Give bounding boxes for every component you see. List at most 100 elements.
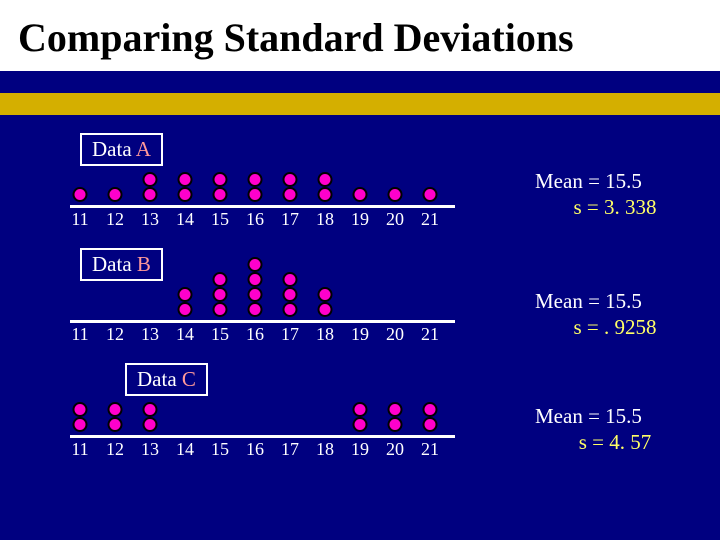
tick-label: 17 [281,209,299,230]
data-dot [178,287,193,302]
data-dot [73,402,88,417]
data-dot [248,257,263,272]
dataset-label-prefix: Data [92,252,137,276]
mean-text: Mean = 15.5 [535,168,695,194]
dataset-label-letter: C [182,367,196,391]
data-dot [283,172,298,187]
data-dot [213,302,228,317]
data-dot [73,187,88,202]
tick-label: 15 [211,439,229,460]
data-dot [318,172,333,187]
tick-label: 18 [316,209,334,230]
data-dot [353,187,368,202]
data-dot [248,187,263,202]
data-dot [353,417,368,432]
tick-label: 20 [386,324,404,345]
tick-label: 17 [281,324,299,345]
sd-text: s = 3. 338 [535,194,695,220]
data-dot [108,402,123,417]
data-dot [248,172,263,187]
data-dot [213,287,228,302]
tick-label: 11 [71,324,88,345]
tick-label: 11 [71,439,88,460]
data-dot [248,287,263,302]
tick-label: 19 [351,439,369,460]
tick-label: 20 [386,439,404,460]
data-dot [73,417,88,432]
tick-label: 16 [246,324,264,345]
data-dot [283,302,298,317]
tick-label: 12 [106,209,124,230]
number-line [70,205,455,208]
data-dot [178,302,193,317]
data-dot [108,187,123,202]
data-dot [143,417,158,432]
data-dot [388,187,403,202]
mean-text: Mean = 15.5 [535,288,695,314]
tick-label: 21 [421,324,439,345]
tick-label: 13 [141,439,159,460]
tick-label: 14 [176,324,194,345]
data-dot [283,187,298,202]
dataset-row: Data A1112131415161718192021Mean = 15.5s… [70,133,690,248]
dataset-label-prefix: Data [137,367,182,391]
tick-label: 16 [246,439,264,460]
tick-label: 19 [351,324,369,345]
mean-text: Mean = 15.5 [535,403,695,429]
tick-label: 11 [71,209,88,230]
tick-label: 14 [176,209,194,230]
dataset-label-letter: A [136,137,151,161]
tick-label: 13 [141,209,159,230]
data-dot [143,172,158,187]
tick-label: 12 [106,324,124,345]
tick-label: 17 [281,439,299,460]
gold-divider [0,93,720,115]
sd-text: s = . 9258 [535,314,695,340]
data-dot [248,302,263,317]
data-dot [283,272,298,287]
dataset-label: Data C [125,363,208,396]
data-dot [213,272,228,287]
data-dot [283,287,298,302]
page-title: Comparing Standard Deviations [0,0,720,71]
data-dot [318,302,333,317]
data-dot [248,272,263,287]
dataset-label: Data A [80,133,163,166]
data-dot [143,402,158,417]
tick-label: 21 [421,209,439,230]
data-dot [213,172,228,187]
dataset-stats: Mean = 15.5s = . 9258 [535,288,695,341]
dataset-stats: Mean = 15.5s = 3. 338 [535,168,695,221]
chart-area: Data A1112131415161718192021Mean = 15.5s… [0,115,720,488]
tick-label: 19 [351,209,369,230]
tick-label: 15 [211,324,229,345]
data-dot [318,287,333,302]
sd-text: s = 4. 57 [535,429,695,455]
dataset-label-prefix: Data [92,137,136,161]
dataset-label-letter: B [137,252,151,276]
data-dot [423,417,438,432]
tick-label: 18 [316,439,334,460]
dataset-stats: Mean = 15.5s = 4. 57 [535,403,695,456]
tick-label: 14 [176,439,194,460]
data-dot [423,402,438,417]
number-line [70,435,455,438]
data-dot [108,417,123,432]
data-dot [353,402,368,417]
tick-label: 13 [141,324,159,345]
data-dot [423,187,438,202]
data-dot [213,187,228,202]
tick-label: 18 [316,324,334,345]
data-dot [178,172,193,187]
tick-label: 16 [246,209,264,230]
data-dot [178,187,193,202]
dataset-row: Data B1112131415161718192021Mean = 15.5s… [70,248,690,363]
tick-label: 20 [386,209,404,230]
data-dot [143,187,158,202]
dataset-label: Data B [80,248,163,281]
number-line [70,320,455,323]
tick-label: 15 [211,209,229,230]
dataset-row: Data C1112131415161718192021Mean = 15.5s… [70,363,690,478]
data-dot [388,417,403,432]
data-dot [318,187,333,202]
